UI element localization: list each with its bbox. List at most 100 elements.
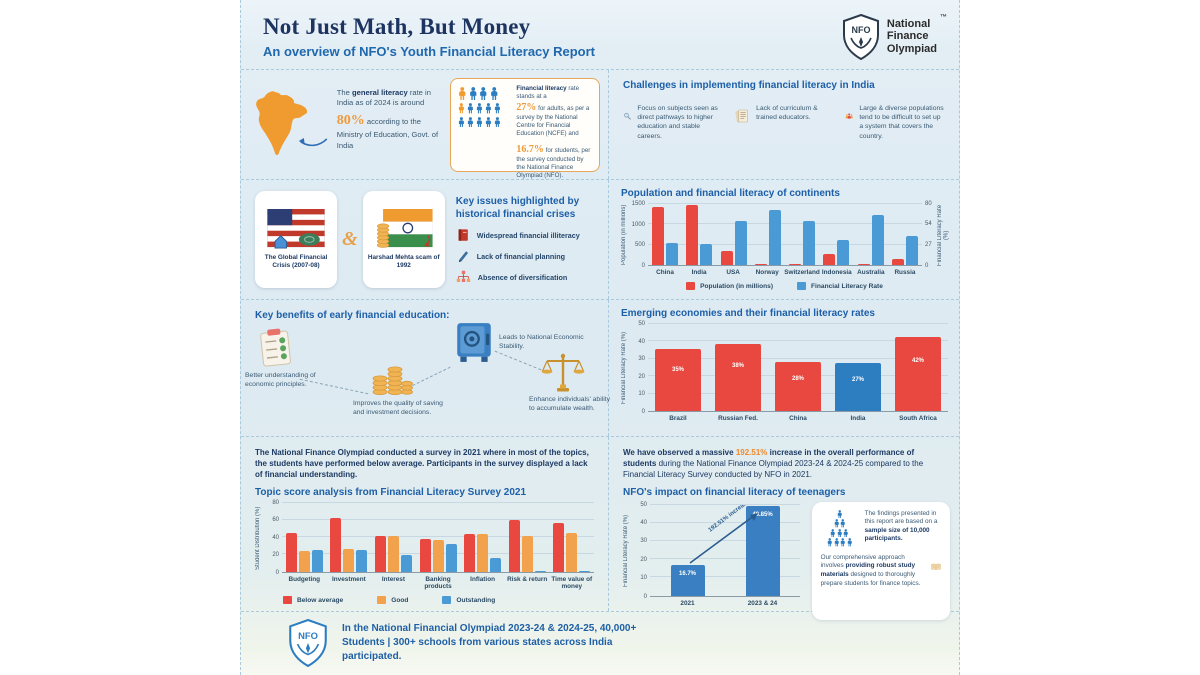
bar-group [648, 204, 682, 265]
students-literacy-rate: 16.7% [516, 144, 544, 156]
challenge-text: Focus on subjects seen as direct pathway… [637, 105, 718, 140]
bar-group [785, 204, 819, 265]
chart-center: 16.7% 48.85% 192.51% increase 2021 2023 & 24 [650, 503, 800, 607]
person-icon [468, 116, 474, 128]
chart-body: Financial Literacy Rate (%) 0 10 20 30 40 50 35… [621, 321, 948, 422]
x-tick: Australia [857, 269, 885, 276]
text: The findings presented in this report ar… [864, 509, 938, 526]
logo-line: Olympiad [886, 42, 937, 55]
topics-chart-title: Topic score analysis from Financial Lite… [255, 486, 527, 498]
y-tick: 30 [638, 356, 645, 363]
pyramid-row [837, 509, 843, 519]
x-axis-labels: China India USA Norway Switzerland Indonesia A… [648, 269, 922, 276]
x-tick: India [850, 415, 866, 422]
findings-box: The findings presented in this report ar… [811, 501, 950, 620]
bar [579, 570, 591, 572]
bar-group [819, 204, 853, 265]
y-tick: 80 [272, 499, 279, 506]
crisis-card-harshad: Harshad Mehta scam of 1992 [362, 191, 445, 288]
section-benefits: Key benefits of early financial educatio… [241, 300, 610, 436]
text: for adults, as per a survey by the Natio… [516, 105, 590, 138]
bar [871, 215, 884, 265]
text-bold: increase in the overall performance of s… [623, 448, 915, 469]
legend-swatch [686, 282, 696, 291]
challenges-title: Challenges in implementing financial lit… [623, 80, 875, 91]
challenge-item: Lack of curriculum & trained educators. [734, 104, 835, 141]
person-icon [480, 87, 487, 101]
person-icon [476, 116, 482, 128]
dashed-connector [494, 350, 542, 371]
bar-group [854, 204, 888, 265]
chart-center: 35% 38% 28% 27% 42% Brazil Russian Fed. China In… [648, 323, 948, 422]
bar: 27% [835, 363, 881, 411]
bar-group [416, 503, 461, 572]
bar-value-label: 27% [851, 376, 864, 383]
benefit-text: Improves the quality of saving and inves… [353, 400, 443, 416]
y-tick: 20 [640, 556, 647, 563]
gridline [648, 340, 948, 342]
person-icon [459, 87, 466, 101]
x-tick: Inflation [470, 575, 496, 583]
emerging-chart-title: Emerging economies and their financial l… [621, 308, 875, 319]
y-tick: 80 [925, 201, 932, 207]
bar [905, 235, 918, 265]
person-icon [485, 103, 491, 114]
legend-swatch [442, 596, 452, 605]
general-literacy-rate: 80% [336, 112, 365, 128]
bar-group: 28% [768, 324, 828, 411]
bar [823, 253, 836, 265]
section-challenges: Challenges in implementing financial lit… [609, 70, 960, 179]
section-topic-scores: The National Finance Olympiad conducted … [241, 437, 609, 611]
text-bold: The National Finance Olympiad conducted … [255, 448, 589, 480]
legend-item: Outstanding [442, 596, 495, 605]
x-tick: 2023 & 24 [747, 599, 778, 607]
bar: 42% [895, 337, 941, 411]
person-icon [844, 528, 849, 538]
legend-item: Population (in millions) [686, 282, 773, 291]
legend-item: Good [377, 596, 409, 605]
y-tick: 40 [640, 519, 647, 526]
legend-label: Good [391, 596, 409, 604]
pen-icon [458, 251, 468, 263]
section-india-literacy: The general literacy rate in India as of… [241, 70, 609, 179]
bar-group [682, 204, 716, 265]
survey-paragraph: The National Finance Olympiad conducted … [241, 437, 608, 483]
chart-center: Budgeting Investment Interest Banking produ… [282, 501, 594, 591]
adults-literacy-rate: 27% [516, 102, 537, 114]
person-icon [837, 509, 842, 518]
bar-value-label: 16.7% [678, 570, 696, 577]
x-tick: Banking products [424, 575, 452, 590]
bar [356, 549, 368, 572]
person-icon [468, 103, 474, 114]
legend-item: Financial Literacy Rate [797, 282, 883, 291]
gridline [648, 323, 948, 324]
x-axis-labels: Budgeting Investment Interest Banking produ… [282, 576, 594, 591]
gridline [282, 536, 594, 538]
bar: 28% [775, 361, 821, 411]
svg-text:NFO: NFO [851, 25, 870, 35]
person-icon [834, 519, 839, 528]
bar-group [751, 204, 785, 265]
diversification-icon [456, 270, 470, 282]
pyramid-row [830, 528, 849, 538]
person-icon [827, 538, 832, 547]
x-tick: Indonesia [821, 269, 852, 276]
topic-scores-chart: Student Distribution (%) 0 20 40 60 80 Budgeti… [255, 499, 594, 605]
finding-study-materials: Our comprehensive approach involves prov… [821, 554, 941, 589]
row-literacy-challenges: The general literacy rate in India as of… [241, 70, 959, 180]
bar [445, 544, 457, 572]
bar [464, 533, 476, 572]
y-tick: 60 [272, 517, 279, 524]
person-icon [494, 116, 500, 128]
crisis-card-label: The Global Financial Crisis (2007-08) [264, 253, 328, 269]
documents-icon [735, 109, 748, 123]
crisis-card-gfc: The Global Financial Crisis (2007-08) [255, 191, 338, 288]
financial-literacy-text: Financial literacy rate stands at a 27% … [516, 85, 592, 179]
text: The [336, 88, 352, 97]
footer: NFO In the National Financial Olympiad 2… [241, 612, 959, 674]
y-tick: 50 [640, 501, 647, 508]
bar-group: 16.7% [650, 505, 725, 596]
vault-icon [457, 323, 491, 362]
bar-group [505, 503, 550, 572]
section-crises: The Global Financial Crisis (2007-08) & … [241, 180, 609, 299]
